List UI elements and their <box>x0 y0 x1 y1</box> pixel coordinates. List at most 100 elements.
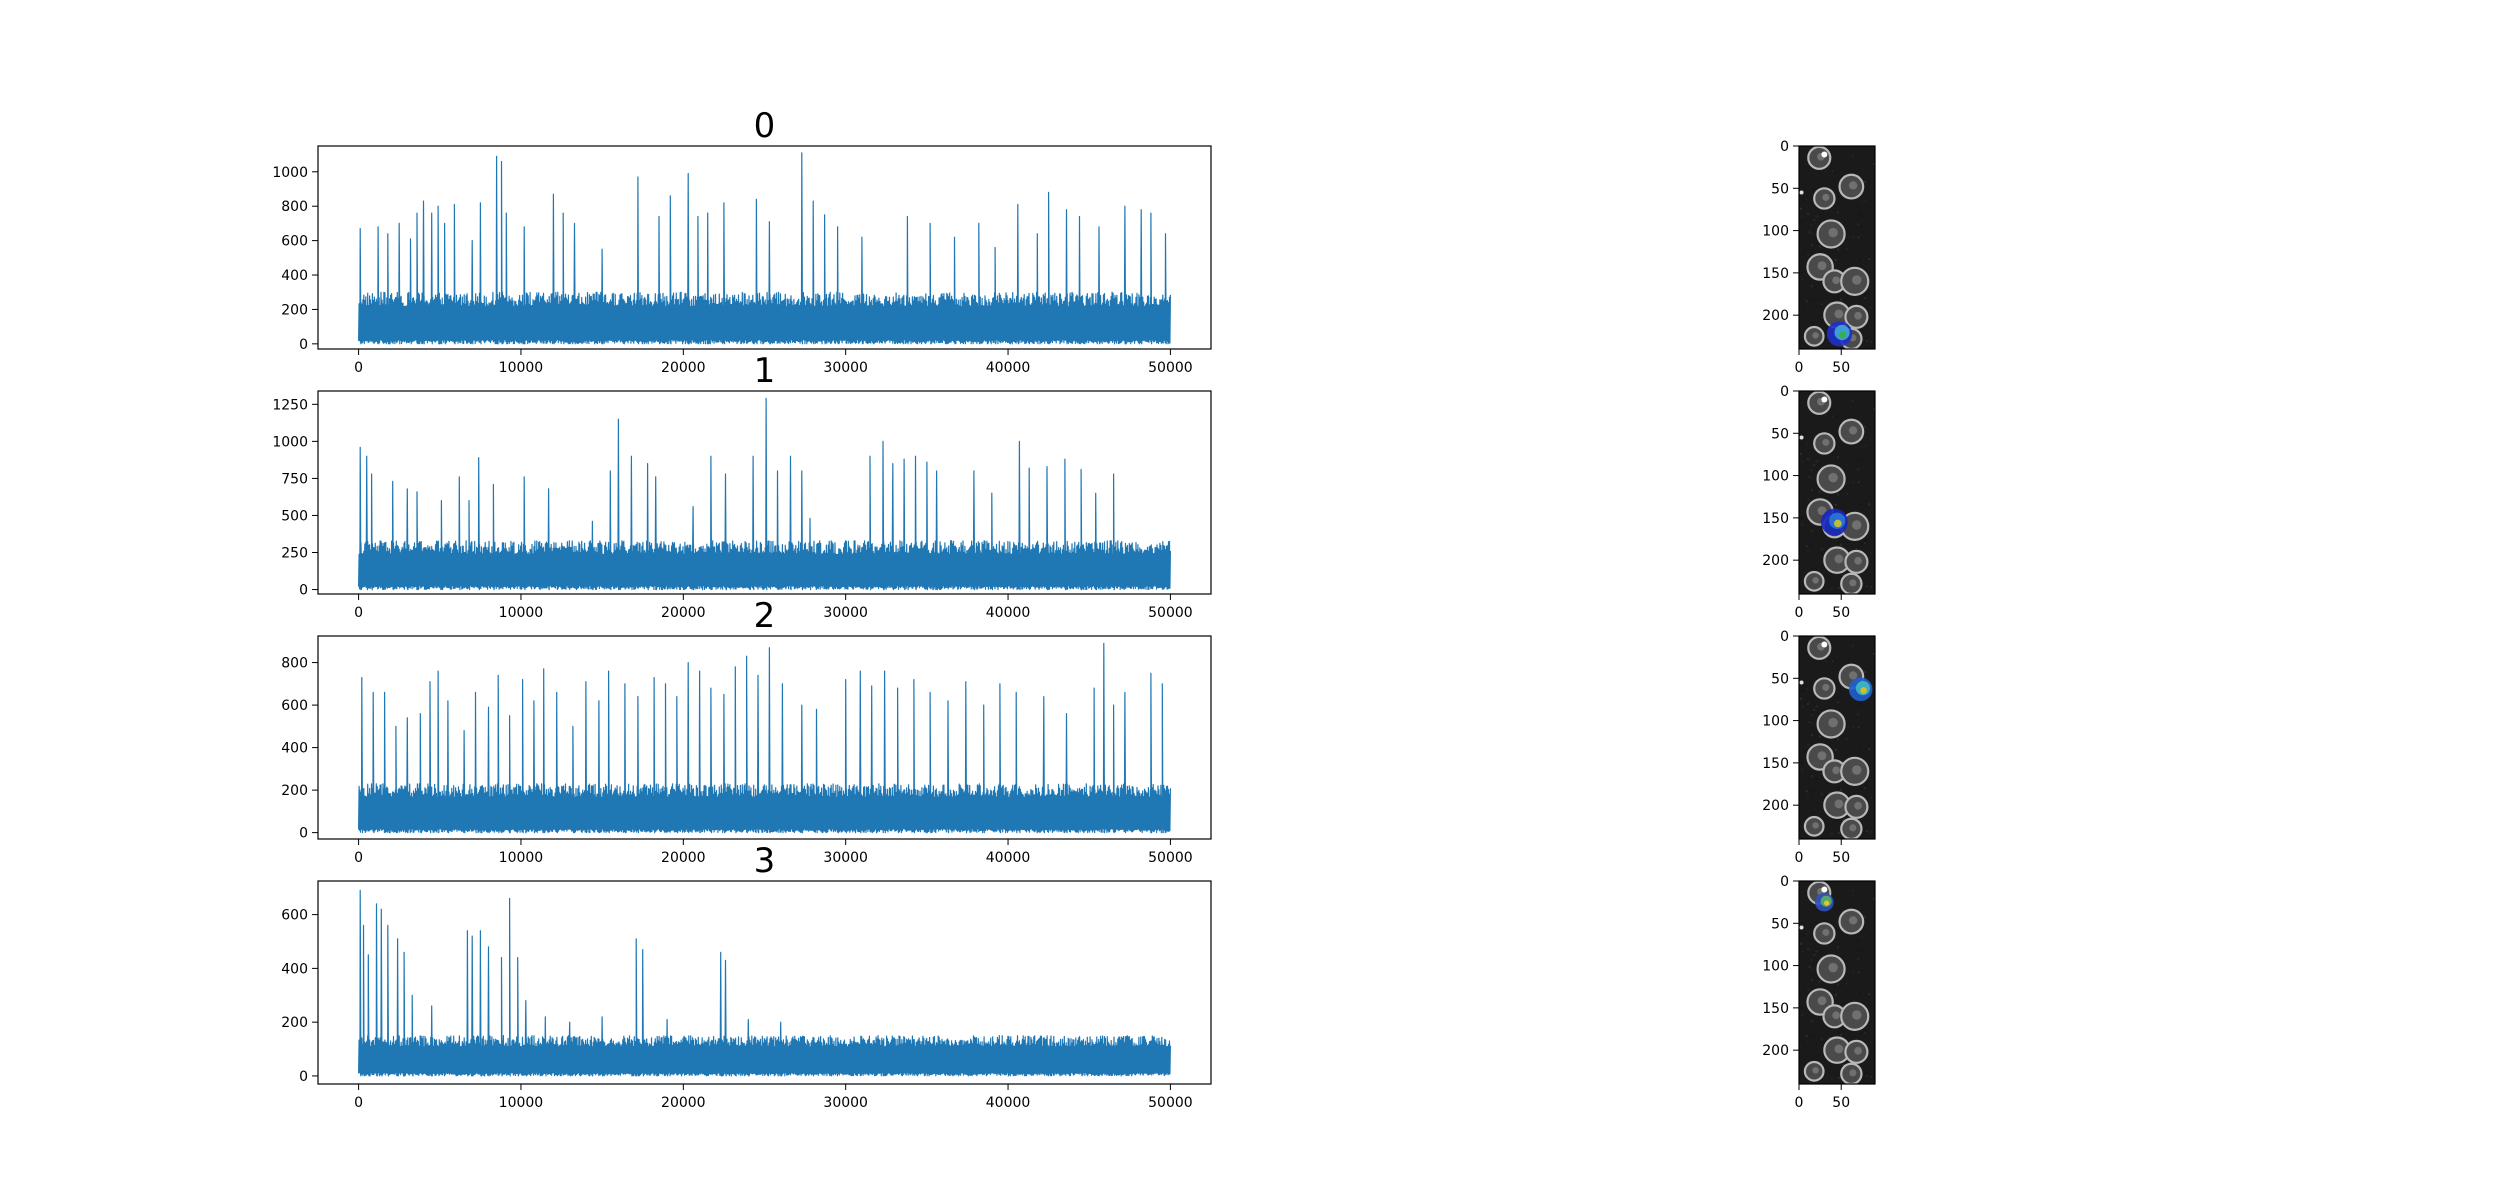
x-tick-label: 40000 <box>986 1095 1031 1111</box>
noise-pixel <box>1868 1064 1871 1067</box>
noise-pixel <box>1858 993 1861 996</box>
noise-pixel <box>1842 819 1845 822</box>
y-tick-label: 50 <box>1771 916 1789 932</box>
noise-pixel <box>1800 1007 1803 1010</box>
x-tick-label: 0 <box>354 605 363 621</box>
noise-pixel <box>1807 498 1810 501</box>
noise-pixel <box>1853 705 1856 708</box>
noise-pixel <box>1814 189 1817 192</box>
panel-title: 0 <box>754 106 776 146</box>
noise-pixel <box>1814 434 1817 437</box>
noise-pixel <box>1840 543 1843 546</box>
noise-pixel <box>1869 346 1872 349</box>
x-tick-label: 0 <box>1795 605 1804 621</box>
noise-pixel <box>1811 722 1814 725</box>
x-tick-label: 20000 <box>661 850 706 866</box>
noise-pixel <box>1806 550 1809 553</box>
noise-pixel <box>1808 721 1811 724</box>
noise-pixel <box>1857 468 1860 471</box>
y-tick-label: 150 <box>1762 756 1789 772</box>
noise-pixel <box>1842 1064 1845 1067</box>
noise-pixel <box>1807 743 1810 746</box>
image-panel-1: 0 50 0 50 100 150 200 <box>1762 384 1876 621</box>
noise-pixel <box>1865 1073 1868 1076</box>
noise-pixel <box>1865 828 1868 831</box>
noise-pixel <box>1828 1037 1831 1040</box>
noise-pixel <box>1853 950 1856 953</box>
noise-pixel <box>1820 1041 1823 1044</box>
cell-nucleus <box>1817 996 1827 1006</box>
noise-pixel <box>1872 415 1875 418</box>
noise-pixel <box>1872 660 1875 663</box>
noise-pixel <box>1801 215 1804 218</box>
noise-pixel <box>1846 659 1849 662</box>
y-tick-label: 150 <box>1762 266 1789 282</box>
trace-panel-1: 10 10000 20000 30000 40000 500000250500750100… <box>272 351 1212 621</box>
noise-pixel <box>1818 735 1821 738</box>
noise-pixel <box>1847 236 1850 239</box>
x-tick-label: 50 <box>1832 850 1850 866</box>
bright-spot <box>1821 886 1828 893</box>
noise-pixel <box>1864 199 1867 202</box>
noise-pixel <box>1833 154 1836 157</box>
noise-pixel <box>1807 702 1810 705</box>
bright-spot <box>1821 396 1828 403</box>
x-tick-label: 30000 <box>823 850 868 866</box>
y-tick-label: 1000 <box>272 434 308 450</box>
noise-pixel <box>1811 322 1814 325</box>
cell-nucleus <box>1848 916 1858 925</box>
x-tick-label: 0 <box>354 850 363 866</box>
cell-nucleus <box>1812 822 1819 829</box>
cell-nucleus <box>1822 928 1830 936</box>
noise-pixel <box>1803 199 1806 202</box>
x-tick-label: 30000 <box>823 360 868 376</box>
noise-pixel <box>1851 889 1854 892</box>
noise-pixel <box>1863 542 1866 545</box>
x-tick-label: 50 <box>1832 1095 1850 1111</box>
axes-frame <box>317 635 1212 840</box>
noise-pixel <box>1810 489 1813 492</box>
noise-pixel <box>1820 548 1823 551</box>
noise-pixel <box>1827 1077 1830 1080</box>
trace-line <box>358 642 1171 834</box>
cell-nucleus <box>1828 472 1838 483</box>
y-tick-label: 600 <box>281 234 308 250</box>
noise-pixel <box>1800 517 1803 520</box>
noise-pixel <box>1846 904 1849 907</box>
noise-pixel <box>1805 688 1808 691</box>
panel-title: 1 <box>754 351 776 391</box>
noise-pixel <box>1803 689 1806 692</box>
roi-overlay <box>1839 331 1847 339</box>
noise-pixel <box>1824 414 1827 417</box>
y-tick-label: 100 <box>1762 469 1789 485</box>
noise-pixel <box>1808 966 1811 969</box>
noise-pixel <box>1810 468 1813 471</box>
noise-pixel <box>1860 787 1863 790</box>
noise-pixel <box>1837 1077 1840 1080</box>
cell-nucleus <box>1822 683 1830 691</box>
bright-spot <box>1799 435 1804 440</box>
noise-pixel <box>1860 1032 1863 1035</box>
x-tick-label: 0 <box>354 1095 363 1111</box>
y-tick-label: 50 <box>1771 426 1789 442</box>
cell-nucleus <box>1854 801 1862 810</box>
noise-pixel <box>1814 547 1817 550</box>
cell-nucleus <box>1832 766 1840 775</box>
cell-nucleus <box>1832 1011 1840 1020</box>
cell-nucleus <box>1854 556 1862 565</box>
y-tick-label: 800 <box>281 199 308 215</box>
noise-pixel <box>1816 215 1819 218</box>
noise-pixel <box>1811 790 1814 793</box>
noise-pixel <box>1831 415 1834 418</box>
noise-pixel <box>1806 305 1809 308</box>
y-tick-label: 0 <box>1780 384 1789 400</box>
noise-pixel <box>1816 460 1819 463</box>
noise-pixel <box>1852 726 1855 729</box>
noise-pixel <box>1807 212 1810 215</box>
noise-pixel <box>1857 713 1860 716</box>
x-tick-label: 20000 <box>661 360 706 376</box>
grayscale-image <box>1799 881 1875 1084</box>
noise-pixel <box>1807 253 1810 256</box>
noise-pixel <box>1800 697 1803 700</box>
noise-pixel <box>1837 946 1840 949</box>
